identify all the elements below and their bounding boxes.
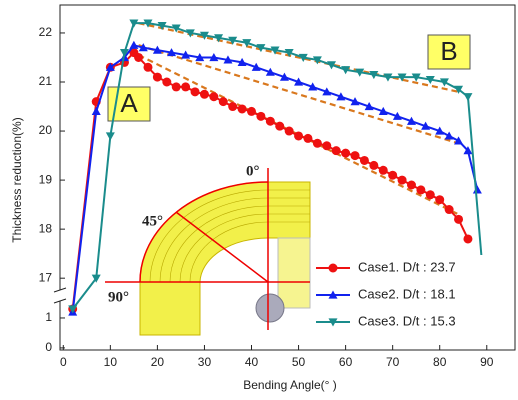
marker <box>191 87 200 96</box>
marker <box>181 82 190 91</box>
marker <box>219 97 228 106</box>
marker <box>153 73 162 82</box>
marker <box>426 190 435 199</box>
marker <box>407 181 416 190</box>
x-tick-label: 70 <box>386 355 400 369</box>
marker <box>247 107 256 116</box>
x-tick-label: 10 <box>104 355 118 369</box>
y-tick-label: 19 <box>39 172 53 186</box>
marker <box>238 104 247 113</box>
legend-label: Case1. D/t : 23.7 <box>358 259 456 274</box>
marker <box>162 78 171 87</box>
marker <box>369 161 378 170</box>
marker <box>445 205 454 214</box>
x-tick-label: 20 <box>151 355 165 369</box>
fit-line <box>139 45 459 143</box>
inset-label: 90° <box>108 289 129 305</box>
annotation: B <box>440 36 457 66</box>
x-tick-label: 30 <box>198 355 212 369</box>
marker <box>416 185 425 194</box>
marker <box>332 146 341 155</box>
marker <box>129 41 138 49</box>
marker <box>172 82 181 91</box>
marker <box>275 122 284 131</box>
marker <box>388 171 397 180</box>
chart: A B Bending Angle(° ) Thickness reductio… <box>0 0 518 400</box>
y-tick-label: 22 <box>39 25 53 39</box>
marker <box>435 195 444 204</box>
marker <box>341 149 350 158</box>
marker <box>463 234 472 243</box>
y-tick-label: 18 <box>39 221 53 235</box>
y-tick-label: 17 <box>39 270 53 284</box>
legend-label: Case2. D/t : 18.1 <box>358 286 456 301</box>
marker <box>303 134 312 143</box>
marker <box>200 90 209 99</box>
marker <box>360 156 369 165</box>
marker <box>134 53 143 62</box>
clamp <box>256 294 284 322</box>
marker <box>256 112 265 121</box>
marker <box>266 117 275 126</box>
marker <box>379 166 388 175</box>
marker <box>92 107 101 115</box>
inset: 0° 45° 90° <box>105 163 310 335</box>
marker <box>351 151 360 160</box>
x-tick-label: 0 <box>60 355 67 369</box>
y-tick-label: 0 <box>45 340 52 354</box>
marker <box>454 215 463 224</box>
marker <box>454 136 463 144</box>
y-tick-label: 1 <box>45 310 52 324</box>
die <box>278 238 310 308</box>
marker <box>322 141 331 150</box>
marker <box>463 93 472 101</box>
x-axis-label: Bending Angle(° ) <box>243 378 337 392</box>
marker <box>143 63 152 72</box>
x-tick-label: 60 <box>339 355 353 369</box>
marker <box>294 131 303 140</box>
marker <box>209 92 218 101</box>
y-axis-label: Thickness reduction(%) <box>10 117 24 242</box>
marker <box>313 139 322 148</box>
annotation: A <box>120 88 138 118</box>
marker <box>473 185 482 193</box>
x-tick-label: 40 <box>245 355 259 369</box>
marker <box>445 131 454 139</box>
inset-label: 45° <box>142 213 163 229</box>
y-tick-label: 21 <box>39 74 53 88</box>
marker <box>398 176 407 185</box>
x-tick-label: 90 <box>480 355 494 369</box>
inset-label: 0° <box>246 163 260 179</box>
marker <box>285 127 294 136</box>
legend-label: Case3. D/t : 15.3 <box>358 313 456 328</box>
y-tick-label: 20 <box>39 123 53 137</box>
x-tick-label: 80 <box>433 355 447 369</box>
marker <box>106 132 115 140</box>
legend-marker <box>329 264 338 273</box>
marker <box>228 102 237 111</box>
x-tick-label: 50 <box>292 355 306 369</box>
